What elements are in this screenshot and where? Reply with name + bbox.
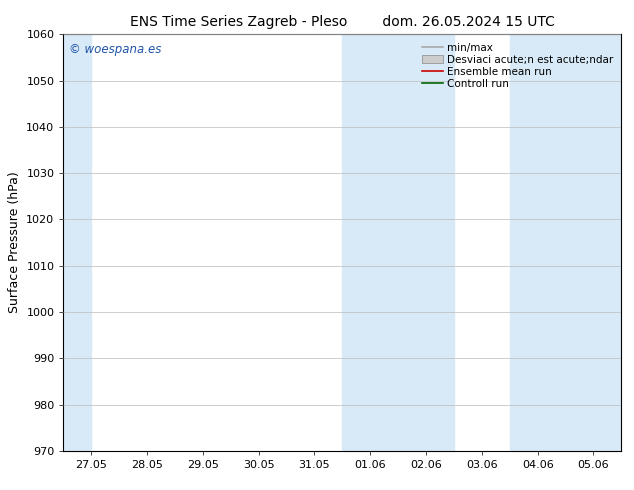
Bar xyxy=(510,34,566,451)
Legend: min/max, Desviaci acute;n est acute;ndar, Ensemble mean run, Controll run: min/max, Desviaci acute;n est acute;ndar… xyxy=(418,40,616,92)
Bar xyxy=(398,34,454,451)
Bar xyxy=(342,34,398,451)
Y-axis label: Surface Pressure (hPa): Surface Pressure (hPa) xyxy=(8,172,21,314)
Title: ENS Time Series Zagreb - Pleso        dom. 26.05.2024 15 UTC: ENS Time Series Zagreb - Pleso dom. 26.0… xyxy=(130,15,555,29)
Text: © woespana.es: © woespana.es xyxy=(69,43,162,56)
Bar xyxy=(63,34,91,451)
Bar xyxy=(566,34,621,451)
